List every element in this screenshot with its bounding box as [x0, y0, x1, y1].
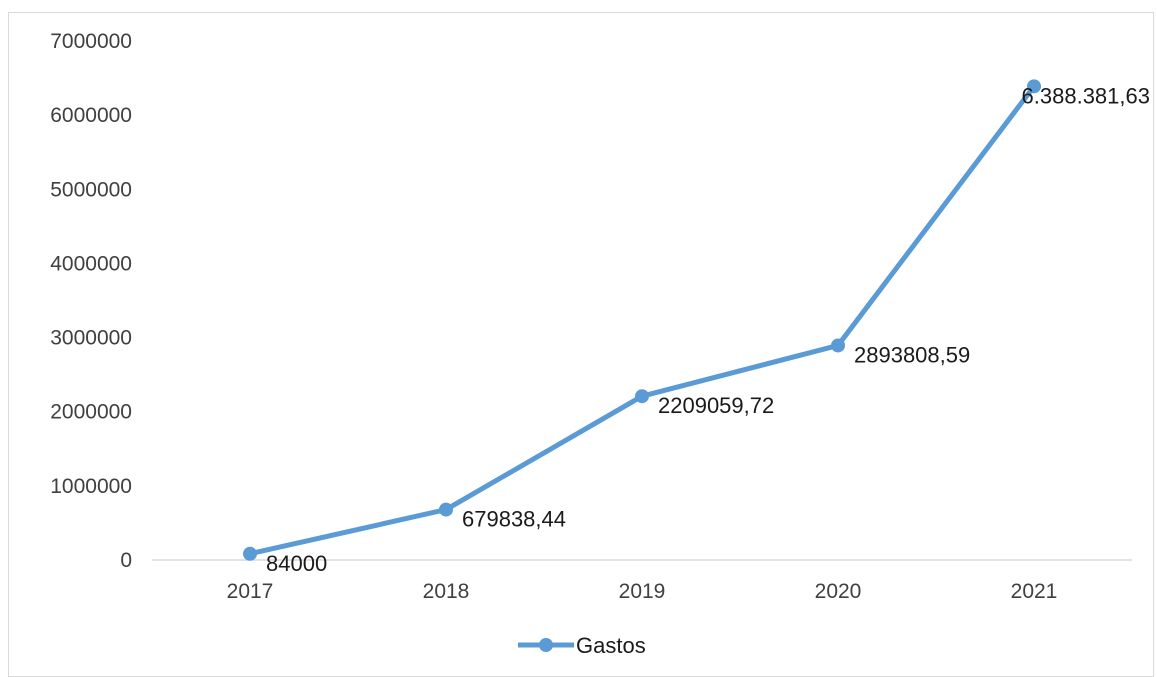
- legend: Gastos: [518, 633, 646, 658]
- x-axis: 2017 2018 2019 2020 2021: [152, 559, 1132, 603]
- data-label: 2893808,59: [854, 342, 970, 367]
- legend-marker: [539, 638, 553, 652]
- series-line: [247, 83, 1037, 557]
- y-tick-label: 1000000: [50, 475, 132, 498]
- y-tick-label: 7000000: [50, 30, 132, 53]
- data-label: 84000: [266, 551, 327, 576]
- y-tick-label: 2000000: [50, 401, 132, 424]
- y-tick-label: 5000000: [50, 178, 132, 201]
- data-point: [635, 389, 649, 404]
- y-tick-label: 4000000: [50, 252, 132, 275]
- x-tick-label: 2021: [1011, 580, 1058, 603]
- series-layer: 84000 679838,44 2209059,72 2893808,59 6.388.…: [243, 79, 1150, 576]
- x-tick-label: 2019: [619, 580, 666, 603]
- x-tick-label: 2017: [227, 580, 274, 603]
- data-point: [831, 338, 845, 353]
- legend-label: Gastos: [576, 633, 646, 658]
- data-label: 679838,44: [462, 507, 566, 532]
- data-point: [439, 502, 453, 517]
- x-tick-label: 2020: [815, 580, 862, 603]
- data-label: 2209059,72: [658, 393, 774, 418]
- data-label: 6.388.381,63: [1022, 83, 1150, 108]
- y-axis: 0 1000000 2000000 3000000 4000000 5000000 6000…: [50, 30, 132, 572]
- data-point: [1027, 79, 1041, 94]
- y-tick-label: 3000000: [50, 327, 132, 350]
- chart-frame: [8, 12, 1154, 677]
- y-tick-label: 0: [120, 549, 132, 572]
- y-tick-label: 6000000: [50, 104, 132, 127]
- x-tick-label: 2018: [423, 580, 470, 603]
- data-point: [243, 546, 257, 561]
